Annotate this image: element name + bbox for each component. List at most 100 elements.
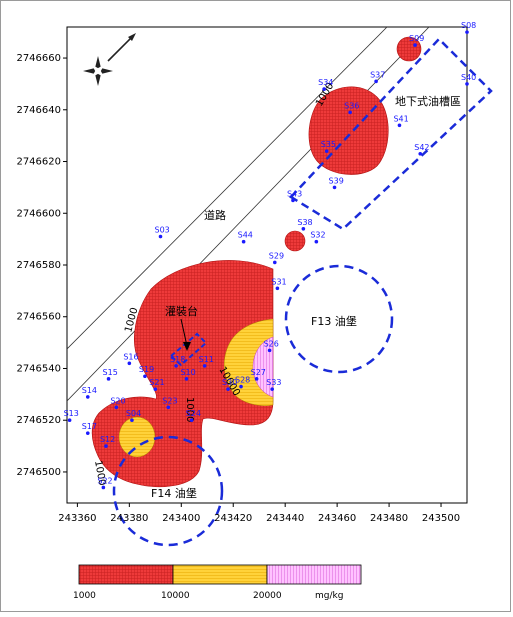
well-point <box>267 348 272 353</box>
y-axis-ticks: 2746660 2746640 2746620 2746600 2746580 27465… <box>16 53 67 478</box>
well-label: S12 <box>100 435 115 444</box>
y-tick-label: 2746600 <box>16 208 61 219</box>
x-tick-label: 243440 <box>266 513 304 524</box>
y-tick-label: 2746660 <box>16 53 61 64</box>
x-axis-ticks: 243360 243380 243400 243420 243440 243460 2434… <box>58 503 460 524</box>
x-tick-label: 243480 <box>370 513 408 524</box>
tank-area-label: 地下式油槽區 <box>395 94 461 108</box>
well-label: S40 <box>461 73 476 82</box>
plume-s09 <box>396 36 422 62</box>
well-label: S18 <box>170 355 185 364</box>
road-line-upper <box>67 27 388 350</box>
loading-rack-boundary <box>169 332 208 367</box>
plume-ne <box>308 86 389 175</box>
well-point <box>314 239 319 244</box>
road-label: 道路 <box>204 208 226 222</box>
well-point <box>324 149 329 153</box>
well-point <box>85 431 90 435</box>
well-point <box>153 387 158 391</box>
well-point <box>272 260 277 265</box>
well-label: S15 <box>103 368 118 377</box>
well-point <box>106 377 111 381</box>
well-point <box>127 361 132 366</box>
well-label: S28 <box>235 376 250 385</box>
well-point <box>202 364 207 368</box>
well-point <box>465 82 469 86</box>
well-point <box>158 234 163 239</box>
x-tick-label: 243400 <box>162 513 200 524</box>
well-point <box>413 43 417 47</box>
well-point <box>275 286 280 291</box>
monitoring-wells: S08 S09 S40 S34 S37 S36 S41 S35 S42 S39 S43 S38 S32 S… <box>64 21 476 490</box>
well-label: S09 <box>409 34 424 43</box>
well-point <box>101 485 106 490</box>
loading-label: 灌裝台 <box>165 304 198 318</box>
legend-tick-20000: 20000 <box>253 591 282 601</box>
x-tick-label: 243380 <box>110 513 148 524</box>
legend-swatch-mid <box>172 564 268 585</box>
f13-boundary <box>284 264 394 374</box>
contour-label-mid: 1000 <box>184 397 195 422</box>
y-tick-label: 2746520 <box>16 415 61 426</box>
north-arrow-icon <box>83 33 136 86</box>
well-point <box>104 444 108 448</box>
well-point <box>114 405 119 410</box>
x-tick-label: 243420 <box>214 513 252 524</box>
tank-area-boundary <box>289 37 493 231</box>
well-label: S10 <box>180 368 195 377</box>
well-point <box>270 387 274 391</box>
well-label: S29 <box>269 251 284 260</box>
well-point <box>166 405 171 410</box>
f13-label: F13 油堡 <box>311 314 357 328</box>
loading-arrowhead <box>183 342 191 351</box>
well-label: S26 <box>264 339 279 348</box>
well-label: S31 <box>271 277 286 286</box>
well-point <box>226 387 230 391</box>
well-point <box>85 395 90 399</box>
well-point <box>254 377 259 381</box>
well-point <box>332 185 337 190</box>
well-label: S39 <box>329 176 344 185</box>
legend-tick-1000: 1000 <box>73 591 96 601</box>
well-label: S37 <box>370 70 385 79</box>
well-label: S43 <box>287 189 302 198</box>
x-tick-label: 243460 <box>318 513 356 524</box>
x-tick-label: 243500 <box>422 513 460 524</box>
well-point <box>241 239 246 244</box>
well-label: S44 <box>238 231 253 240</box>
well-point <box>291 198 295 203</box>
well-point <box>130 418 134 423</box>
well-label: S33 <box>266 378 281 387</box>
legend-tick-10000: 10000 <box>161 591 190 601</box>
legend-swatch-high <box>266 564 362 585</box>
well-label: S16 <box>123 352 138 361</box>
x-tick-label: 243360 <box>58 513 96 524</box>
well-point <box>397 123 402 128</box>
plume-s38 <box>284 230 306 252</box>
well-label: S34 <box>318 78 333 87</box>
well-label: S42 <box>414 143 429 152</box>
well-label: S22 <box>97 476 112 485</box>
zone-10000-s04 <box>118 416 156 458</box>
well-point <box>418 151 423 156</box>
well-point <box>143 374 147 379</box>
zone-20000 <box>252 336 274 398</box>
well-point <box>189 418 194 423</box>
well-label: S08 <box>461 21 476 30</box>
well-point <box>301 226 306 231</box>
well-label: S30 <box>222 378 237 387</box>
well-label: S27 <box>251 368 266 377</box>
well-point <box>322 87 326 91</box>
y-tick-label: 2746580 <box>16 260 61 271</box>
well-point <box>67 418 72 423</box>
y-tick-label: 2746560 <box>16 312 61 323</box>
contour-label-f14: 1000 <box>92 460 107 487</box>
well-point <box>174 364 178 368</box>
well-label: S24 <box>186 409 201 418</box>
well-label: S13 <box>64 409 79 418</box>
well-point <box>184 377 189 381</box>
well-label: S14 <box>82 386 97 395</box>
legend-unit: mg/kg <box>315 591 343 601</box>
